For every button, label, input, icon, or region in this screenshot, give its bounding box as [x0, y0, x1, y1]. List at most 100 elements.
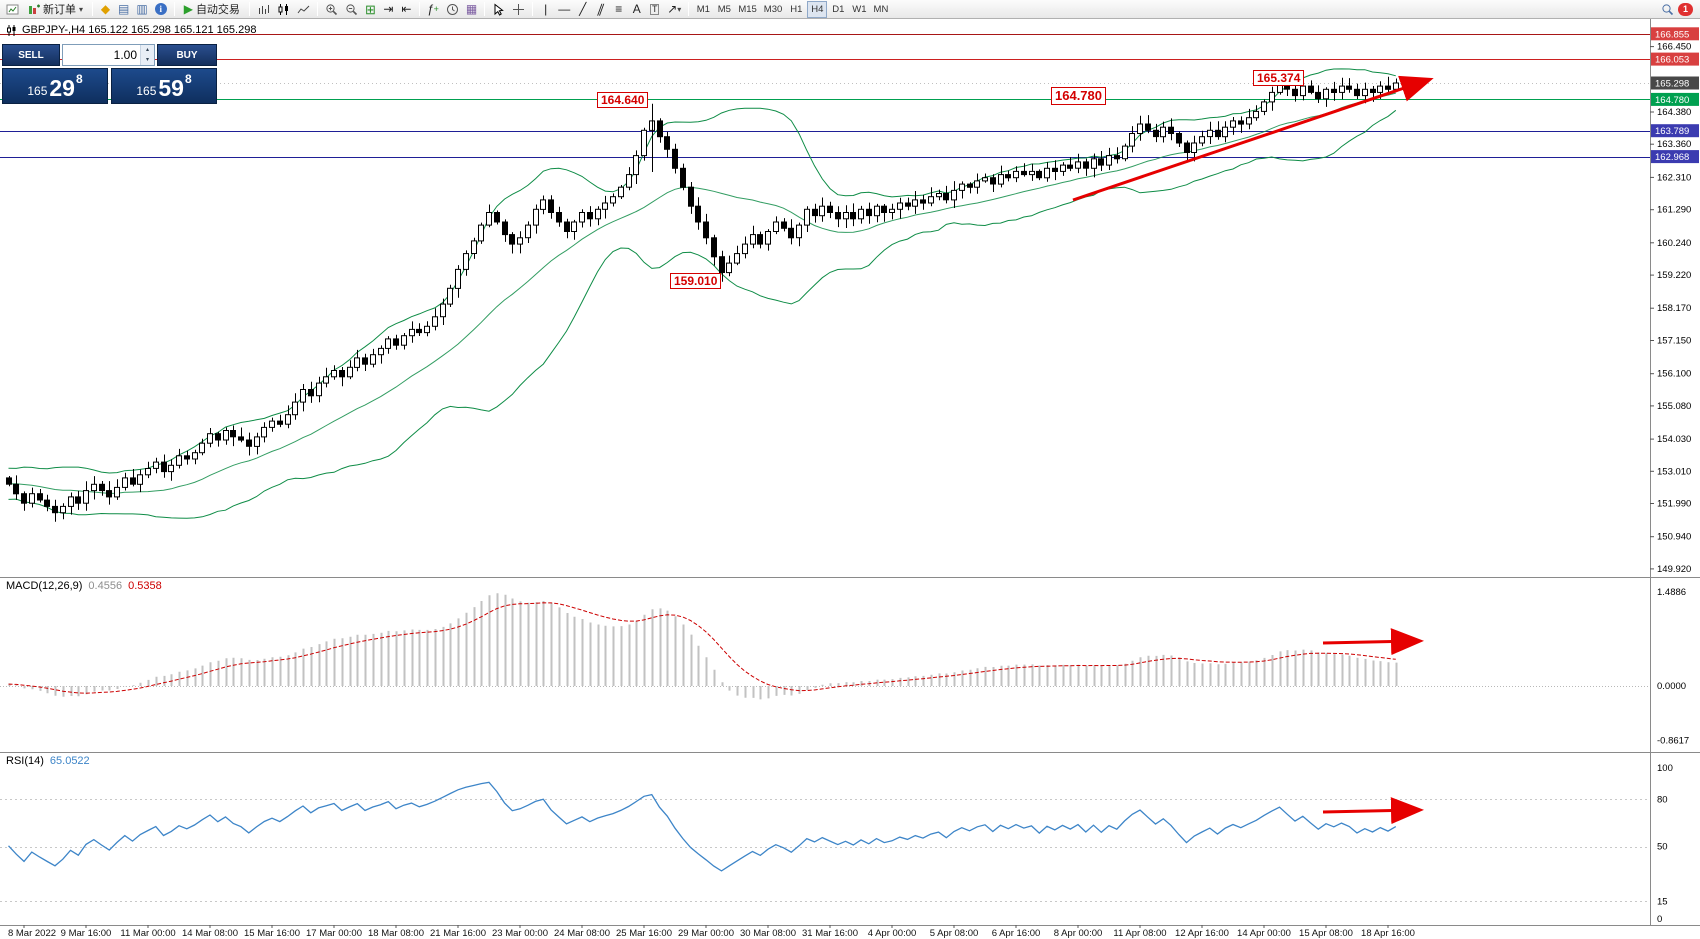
horizontal-line-tool-button[interactable]: —	[555, 1, 573, 18]
tab-timeframe-mn[interactable]: MN	[871, 1, 892, 18]
periods-button[interactable]	[443, 1, 462, 18]
tab-timeframe-d1[interactable]: D1	[828, 1, 848, 18]
svg-text:166.053: 166.053	[1655, 55, 1689, 66]
chart-shift-button[interactable]: ⇤	[398, 1, 415, 18]
volume-down-button[interactable]: ▾	[141, 55, 154, 65]
cursor-button[interactable]	[489, 1, 508, 18]
toolbar-separator	[418, 2, 420, 16]
crosshair-button[interactable]	[509, 1, 528, 18]
rsi-arrow[interactable]	[1322, 797, 1424, 825]
axis-label: 8 Mar 2022	[8, 928, 56, 939]
candlestick-chart-button[interactable]	[274, 1, 293, 18]
annotation-recent-high[interactable]: 165.374	[1253, 70, 1305, 86]
text-tool-button[interactable]: A	[628, 1, 645, 18]
buy-price-display[interactable]: 165 59 8	[111, 68, 217, 104]
volume-input[interactable]	[63, 45, 140, 65]
data-window-button[interactable]: ▤	[115, 1, 132, 18]
buy-label: BUY	[176, 49, 198, 61]
price-tag: 166.855	[1651, 27, 1699, 41]
chevron-down-icon: ▾	[79, 4, 84, 14]
tab-timeframe-m15[interactable]: M15	[735, 1, 759, 18]
svg-text:163.789: 163.789	[1655, 126, 1689, 137]
buy-price-sup: 8	[184, 72, 192, 86]
svg-text:165.298: 165.298	[1655, 79, 1689, 90]
rsi-line	[8, 781, 1397, 872]
axis-label: 159.220	[1657, 270, 1691, 281]
auto-scroll-button[interactable]: ⇥	[380, 1, 397, 18]
trendline-tool-button[interactable]: ╱	[574, 1, 591, 18]
terminal-button[interactable]: i	[152, 1, 170, 18]
annotation-swing-low[interactable]: 159.010	[670, 273, 722, 289]
templates-button[interactable]: ▦	[463, 1, 480, 18]
plus-icon: +	[433, 3, 439, 14]
symbol-ohlc-text: GBPJPY-,H4 165.122 165.298 165.121 165.2…	[22, 24, 257, 36]
axis-label: 23 Mar 00:00	[492, 928, 548, 939]
bollinger-lower-band	[8, 109, 1397, 519]
vertical-line-tool-button[interactable]: |	[537, 1, 554, 18]
tab-timeframe-w1[interactable]: W1	[849, 1, 869, 18]
tile-windows-button[interactable]: ⊞	[362, 1, 379, 18]
axis-label: 18 Mar 08:00	[368, 928, 424, 939]
zoom-out-button[interactable]	[342, 1, 361, 18]
bar-chart-button[interactable]	[254, 1, 273, 18]
auto-trading-button[interactable]: ▶ 自动交易	[179, 1, 245, 18]
axis-label: 0.0000	[1657, 681, 1686, 692]
trend-arrow[interactable]	[1072, 75, 1434, 202]
macd-pane-title: MACD(12,26,9) 0.4556 0.5358	[6, 580, 162, 592]
vertical-line-icon: |	[544, 2, 548, 16]
channel-tool-button[interactable]: ∥	[592, 1, 609, 18]
toolbar-separator	[316, 2, 318, 16]
axis-label: 14 Mar 08:00	[182, 928, 238, 939]
tab-timeframe-h1[interactable]: H1	[786, 1, 806, 18]
data-window-icon: ▤	[118, 2, 130, 16]
annotation-support-level[interactable]: 164.780	[1051, 87, 1106, 105]
macd-signal-line	[8, 602, 1396, 694]
line-chart-button[interactable]	[294, 1, 313, 18]
axis-label: 8 Apr 00:00	[1054, 928, 1103, 939]
quote-line: GBPJPY-,H4 165.122 165.298 165.121 165.2…	[6, 24, 256, 36]
label-tool-button[interactable]: T	[646, 1, 663, 18]
fibonacci-tool-button[interactable]: ≡	[610, 1, 627, 18]
zoom-out-icon	[346, 3, 358, 15]
axis-label: 31 Mar 16:00	[802, 928, 858, 939]
notification-badge[interactable]: 1	[1678, 2, 1693, 16]
arrows-tool-button[interactable]: ↗ ▾	[664, 1, 684, 18]
rsi-title-text: RSI(14)	[6, 755, 44, 767]
tab-timeframe-h4[interactable]: H4	[807, 0, 828, 18]
toolbar-separator	[484, 2, 486, 16]
macd-arrow[interactable]	[1322, 628, 1424, 656]
market-watch-button[interactable]: ◆	[97, 1, 114, 18]
svg-text:162.968: 162.968	[1655, 152, 1689, 163]
new-order-button[interactable]: 新订单 ▾	[23, 1, 88, 18]
axis-label: 155.080	[1657, 401, 1691, 412]
timeframe-button-group: M1 M5 M15 M30 H1 H4 D1 W1 MN	[693, 0, 892, 18]
macd-main-value: 0.4556	[88, 580, 123, 592]
buy-button[interactable]: BUY	[157, 44, 217, 66]
tab-timeframe-m1[interactable]: M1	[693, 1, 713, 18]
trendline-icon: ╱	[579, 2, 587, 16]
chart-shift-icon: ⇤	[401, 2, 412, 16]
indicators-button[interactable]: ƒ +	[424, 1, 442, 18]
sell-button[interactable]: SELL	[2, 44, 60, 66]
axis-label: 24 Mar 08:00	[554, 928, 610, 939]
volume-up-button[interactable]: ▴	[141, 45, 154, 55]
navigator-button[interactable]: ▥	[133, 1, 150, 18]
buy-price-prefix: 165	[136, 84, 157, 98]
chevron-down-icon: ▾	[677, 4, 682, 14]
channel-icon: ∥	[595, 2, 607, 16]
search-button[interactable]	[1658, 1, 1677, 18]
zoom-in-button[interactable]	[322, 1, 341, 18]
arrow-tool-icon: ↗	[667, 2, 678, 16]
sell-price-display[interactable]: 165 29 8	[2, 68, 108, 104]
tab-timeframe-m30[interactable]: M30	[761, 1, 785, 18]
toolbar-separator	[92, 2, 94, 16]
annotation-spike-high[interactable]: 164.640	[597, 92, 649, 108]
toolbar-separator	[688, 2, 690, 16]
axis-label: 154.030	[1657, 434, 1691, 445]
tab-timeframe-m5[interactable]: M5	[714, 1, 734, 18]
one-click-trading-panel: SELL ▴ ▾ BUY 165 29 8 165 59 8	[2, 44, 217, 104]
notification-count: 1	[1682, 3, 1688, 14]
axis-label: 153.010	[1657, 466, 1691, 477]
